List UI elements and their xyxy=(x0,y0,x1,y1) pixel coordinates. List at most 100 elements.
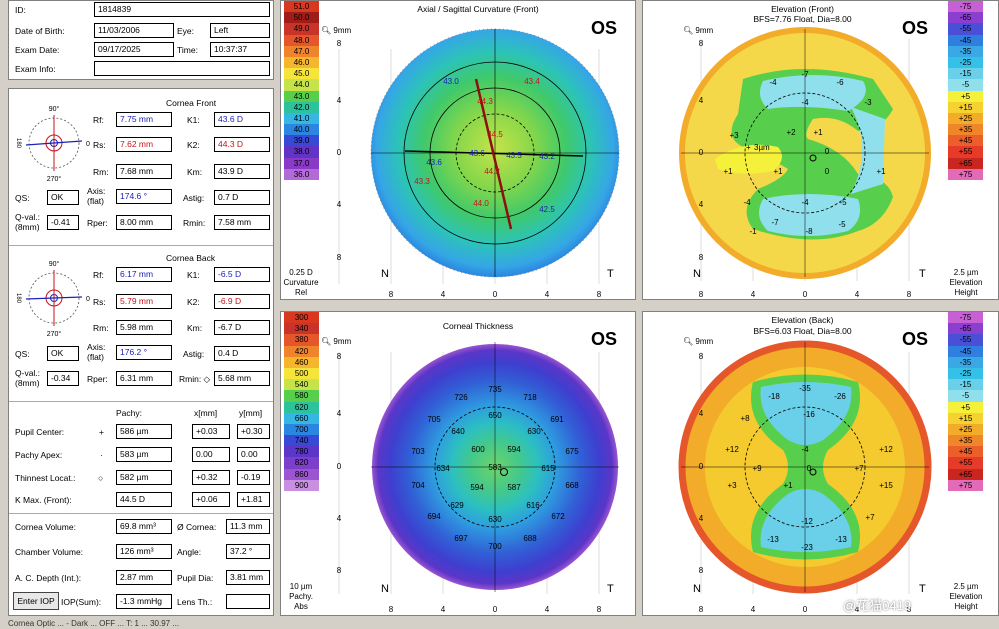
svg-text:4: 4 xyxy=(751,605,756,614)
elev-back-value: -13 xyxy=(767,535,779,544)
front-axis-270: 270° xyxy=(47,175,62,183)
back-rper-value: 6.31 mm xyxy=(116,371,172,386)
scale-step: 380 xyxy=(284,334,319,346)
axial-y-tick: 4 xyxy=(337,96,342,105)
angle-label: Angle: xyxy=(177,547,202,557)
kmax-value: 44.5 D xyxy=(116,492,172,507)
elev-back-scale-type: Elevation xyxy=(949,592,983,601)
thinnest-label: Thinnest Locat.: xyxy=(15,473,76,483)
svg-text:4: 4 xyxy=(699,514,704,523)
scale-step: -45 xyxy=(948,345,983,357)
svg-text:8: 8 xyxy=(699,566,704,575)
elev-value: -6 xyxy=(836,78,844,87)
pachy-y-header: y[mm] xyxy=(239,408,263,418)
axial-x-tick: 0 xyxy=(493,290,498,299)
thickness-value: 630 xyxy=(488,515,502,524)
scale-step: 300 xyxy=(284,312,319,324)
elevation-back-panel[interactable]: Elevation (Back) BFS=6.03 Float, Dia=8.0… xyxy=(642,311,999,616)
back-k1-value: -6.5 D xyxy=(214,267,270,282)
elev-back-value: -16 xyxy=(803,410,815,419)
front-k2-value: 44.3 D xyxy=(214,137,270,152)
iop-value: -1.3 mmHg xyxy=(116,594,172,609)
elev-value: +2 xyxy=(786,128,796,137)
front-rf-label: Rf: xyxy=(93,115,104,125)
eye-field[interactable]: Left xyxy=(210,23,270,38)
thickness-map-panel[interactable]: 300 340 380 420 460 500 540 580 620 660 700 740 780 8… xyxy=(280,311,636,616)
elev-back-value: -13 xyxy=(835,535,847,544)
scale-step: -25 xyxy=(948,367,983,380)
thickness-zoom[interactable]: 🔍︎ 9mm xyxy=(321,337,352,346)
axial-zoom[interactable]: 🔍︎ 9mm xyxy=(321,26,352,35)
back-rmin-label: Rmin: ◇ xyxy=(179,374,211,384)
thickness-value: 600 xyxy=(471,445,485,454)
thickness-value: 616 xyxy=(526,501,540,510)
cornea-volume-label: Cornea Volume: xyxy=(15,522,76,532)
svg-text:4: 4 xyxy=(751,290,756,299)
scale-step: +5 xyxy=(948,401,983,413)
axial-map-panel[interactable]: 51.0 50.0 49.0 48.0 47.0 46.0 45.0 44.0 43.0 42.0… xyxy=(280,0,636,300)
svg-text:8: 8 xyxy=(699,39,704,48)
data-panel: Cornea Front 90° 270° 0 180 Rf: 7.75 mm … xyxy=(8,88,274,616)
scale-step: 700 xyxy=(284,423,319,436)
cornea-dia-label: Ø Cornea: xyxy=(177,522,217,532)
elev-front-zoom[interactable]: 🔍︎ 9mm xyxy=(683,26,714,35)
elev-front-scale-step: 2.5 µm xyxy=(953,268,979,277)
front-rmin-value: 7.58 mm xyxy=(214,215,270,230)
scale-step: +5 xyxy=(948,90,983,102)
axial-title: Axial / Sagittal Curvature (Front) xyxy=(417,4,539,14)
back-qs-value: OK xyxy=(47,346,79,361)
back-astig-value: 0.4 D xyxy=(214,346,270,361)
elev-back-value: +1 xyxy=(783,481,793,490)
front-k2-label: K2: xyxy=(187,140,200,150)
pachy-apex-x: 0.00 xyxy=(192,447,230,462)
divider xyxy=(9,245,273,246)
status-bar: Cornea Optic ... - Dark ... OFF ... T: 1… xyxy=(8,619,180,628)
elev-back-value: +8 xyxy=(740,414,750,423)
exam-date-field[interactable]: 09/17/2025 xyxy=(94,42,174,57)
front-k1-label: K1: xyxy=(187,115,200,125)
dob-field[interactable]: 11/03/2006 xyxy=(94,23,174,38)
front-rs-value: 7.62 mm xyxy=(116,137,172,152)
scale-step: 580 xyxy=(284,390,319,402)
back-rs-label: Rs: xyxy=(93,297,106,307)
back-axis-180: 180 xyxy=(15,293,21,304)
svg-text:0: 0 xyxy=(699,148,704,157)
elevation-front-panel[interactable]: Elevation (Front) BFS=7.76 Float, Dia=8.… xyxy=(642,0,999,300)
axial-temporal-label: T xyxy=(607,268,614,280)
exam-info-field[interactable] xyxy=(94,61,270,76)
thinnest-symbol: ○ xyxy=(98,473,104,483)
svg-text:4: 4 xyxy=(545,605,550,614)
axial-y-tick: 8 xyxy=(337,253,342,262)
enter-iop-button[interactable]: Enter IOP xyxy=(13,592,59,610)
cornea-dia-value: 11.3 mm xyxy=(226,519,270,534)
scale-step: 38.0 xyxy=(284,146,319,158)
scale-step: +35 xyxy=(948,435,983,447)
elev-back-zoom[interactable]: 🔍︎ 9mm xyxy=(683,337,714,346)
axial-value: 43.4 xyxy=(524,77,540,86)
scale-step: +15 xyxy=(948,101,983,113)
scale-step: +75 xyxy=(948,168,983,180)
acd-value: 2.87 mm xyxy=(116,570,172,585)
svg-text:N: N xyxy=(693,583,701,595)
elev-value: -7 xyxy=(771,218,779,227)
scale-step: 900 xyxy=(284,479,319,491)
elev-value: -1 xyxy=(749,227,757,236)
scale-step: +65 xyxy=(948,468,983,480)
eye-label: Eye: xyxy=(177,26,195,36)
svg-text:4: 4 xyxy=(337,409,342,418)
axial-y-tick: 4 xyxy=(337,200,342,209)
thickness-value: 697 xyxy=(454,534,468,543)
front-rmin-label: Rmin: xyxy=(183,218,206,228)
scale-step: 49.0 xyxy=(284,23,319,35)
back-flat-label: (flat) xyxy=(87,352,104,362)
elev-front-title: Elevation (Front) xyxy=(771,4,834,14)
id-field[interactable]: 1814839 xyxy=(94,2,270,17)
scale-step: 39.0 xyxy=(284,135,319,147)
thickness-value: 640 xyxy=(451,427,465,436)
scale-step: 540 xyxy=(284,379,319,391)
front-axis-diagram: 90° 270° 0 180 xyxy=(15,105,90,183)
elev-back-value: +7 xyxy=(854,464,864,473)
time-field[interactable]: 10:37:37 xyxy=(210,42,270,57)
thinnest-x: +0.32 xyxy=(192,470,230,485)
thickness-value: 650 xyxy=(488,411,502,420)
